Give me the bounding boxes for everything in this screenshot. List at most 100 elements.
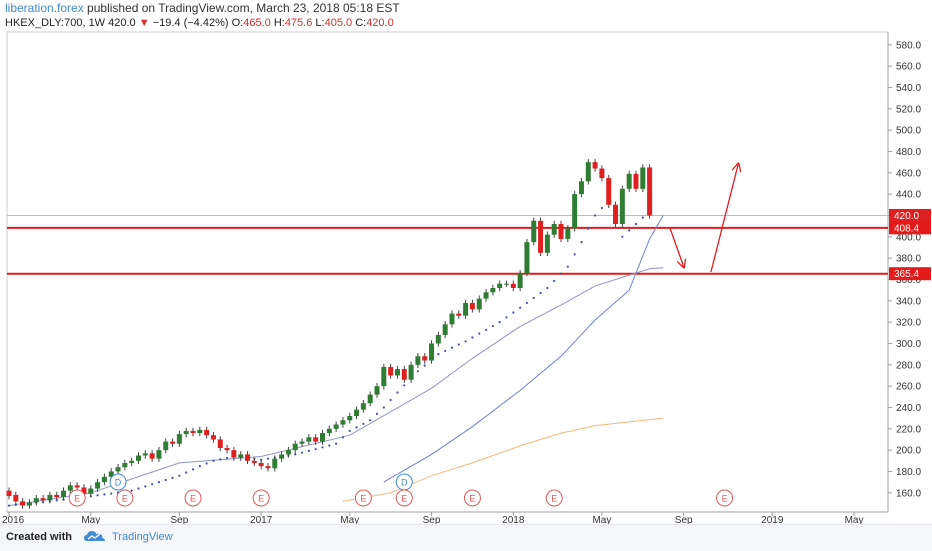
candle-body (463, 302, 469, 316)
earnings-event-icon (68, 489, 86, 507)
sar-dot (580, 241, 583, 244)
sar-dot (198, 465, 201, 468)
event-label: E (190, 494, 196, 504)
y-tick-label: 220.0 (896, 424, 921, 435)
candle-body (367, 394, 373, 404)
candle-body (510, 283, 516, 288)
sar-dot (307, 449, 310, 452)
sar-dot (553, 279, 556, 282)
candle-body (231, 450, 237, 458)
candle-body (633, 173, 639, 189)
sar-dot (321, 446, 324, 449)
y-tick-label: 240.0 (896, 403, 921, 414)
sar-dot (464, 340, 467, 343)
sar-dot (525, 301, 529, 305)
y-tick-label: 260.0 (896, 382, 921, 393)
candle-body (374, 386, 380, 395)
price-tag (889, 221, 931, 235)
y-tick-label: 200.0 (896, 446, 921, 457)
candle-body (129, 460, 135, 463)
tradingview-logo-icon[interactable] (84, 530, 108, 549)
y-tick-label: 540.0 (896, 83, 921, 94)
candle-body (33, 498, 39, 503)
y-tick-label: 400.0 (896, 232, 921, 243)
x-tick-label: May (340, 515, 359, 524)
candle-body (122, 462, 128, 468)
price-change: −19.4 (−4.42%) (152, 17, 229, 29)
event-label: E (74, 494, 80, 504)
candle-body (54, 494, 60, 498)
sar-dot (396, 391, 399, 394)
earnings-event-icon (395, 489, 413, 507)
y-tick-label: 380.0 (896, 254, 921, 265)
candle-body (503, 283, 509, 285)
candle-body (422, 356, 428, 361)
candle-body (640, 167, 646, 189)
candle-body (517, 273, 523, 288)
x-tick-label: Sep (423, 515, 441, 524)
y-tick-label: 480.0 (896, 147, 921, 158)
sar-dot (137, 487, 140, 490)
candle-body (26, 502, 32, 506)
author-link[interactable]: liberation.forex (5, 1, 84, 15)
candle-body (599, 168, 605, 179)
sar-dot (450, 346, 454, 349)
sar-dot (559, 272, 563, 275)
price-tag (889, 267, 931, 281)
candle-body (319, 433, 325, 442)
price-chart[interactable]: 160.0 180.0 200.0 220.0 240.0 260.0 280.0 300.0… (0, 0, 932, 524)
sar-dot (375, 412, 379, 415)
candle-body (456, 313, 462, 316)
candle-body (551, 224, 557, 235)
candle-body (340, 420, 346, 425)
sar-dot (7, 504, 11, 507)
candle-body (333, 424, 339, 429)
y-tick-label: 500.0 (896, 126, 921, 137)
sar-dot (416, 370, 419, 373)
candle-body (279, 454, 285, 459)
earnings-event-icon (116, 489, 134, 507)
candle-body (176, 434, 182, 444)
sar-dot (532, 296, 535, 300)
sar-dot (634, 222, 638, 226)
candle-body (95, 482, 101, 489)
low-label: L: (315, 17, 325, 29)
candle-body (81, 487, 87, 494)
sar-dot (314, 447, 317, 451)
sar-dot (185, 471, 188, 474)
sar-dot (437, 353, 440, 356)
earnings-event-icon (463, 489, 481, 507)
candle-body (429, 343, 435, 361)
candle-body (170, 441, 176, 444)
candle-body (442, 324, 448, 335)
x-tick-label: May (845, 515, 864, 524)
tradingview-brand[interactable]: TradingView (112, 531, 173, 543)
sar-dot (328, 444, 331, 447)
candle-body (210, 435, 216, 440)
y-tick-label: 560.0 (896, 62, 921, 73)
sar-dot (457, 343, 460, 346)
candle-body (565, 228, 571, 239)
y-tick-label: 180.0 (896, 467, 921, 478)
candle-body (163, 441, 169, 451)
x-tick-label: 2016 (2, 515, 25, 524)
sar-dot (587, 227, 590, 230)
price-tag-label: 365.4 (894, 269, 919, 280)
x-tick-label: Sep (170, 515, 188, 524)
sar-dot (348, 429, 351, 433)
symbol-label[interactable]: HKEX_DLY:700, 1W (5, 17, 106, 29)
event-label: E (551, 494, 557, 504)
sar-dot (593, 214, 597, 217)
y-tick-label: 320.0 (896, 318, 921, 329)
sar-dot (382, 406, 385, 409)
sar-dot (491, 324, 494, 328)
sar-dot (205, 462, 208, 465)
candle-body (613, 204, 619, 224)
candle-body (415, 356, 421, 365)
candle-body (558, 224, 564, 239)
sar-dot (498, 321, 501, 324)
y-tick-label: 440.0 (896, 190, 921, 201)
sar-dot (55, 499, 58, 502)
price-tag-label: 408.4 (894, 223, 919, 234)
created-with-label: Created with (6, 531, 73, 543)
